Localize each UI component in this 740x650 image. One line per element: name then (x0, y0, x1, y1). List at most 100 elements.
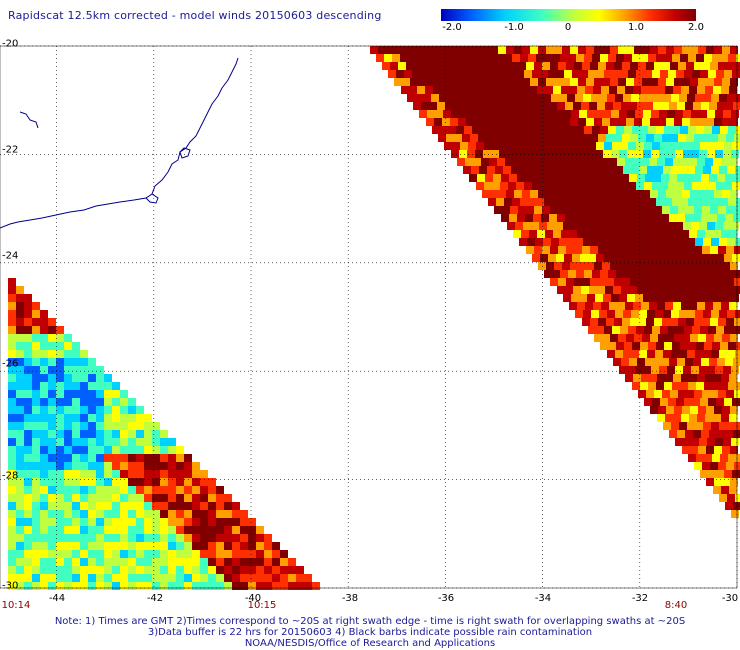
wind-cell (112, 558, 120, 566)
wind-cell (519, 94, 527, 102)
wind-cell (112, 494, 120, 502)
wind-cell (492, 142, 500, 150)
wind-cell (691, 366, 699, 374)
wind-cell (427, 110, 435, 118)
wind-cell (16, 462, 24, 470)
wind-cell (24, 294, 32, 302)
wind-cell (688, 342, 696, 350)
wind-cell (460, 142, 468, 150)
wind-cell (698, 118, 706, 126)
wind-cell (152, 566, 160, 574)
wind-cell (626, 334, 634, 342)
wind-cell (603, 222, 611, 230)
wind-cell (652, 254, 660, 262)
wind-cell (700, 182, 708, 190)
wind-cell (696, 454, 704, 462)
wind-cell (8, 414, 16, 422)
wind-cell (720, 126, 728, 134)
lon-label: -36 (437, 593, 455, 604)
wind-cell (712, 454, 720, 462)
wind-cell (722, 78, 730, 86)
wind-cell (591, 166, 599, 174)
wind-cell (715, 438, 723, 446)
wind-cell (691, 150, 699, 158)
wind-cell (8, 350, 16, 358)
wind-cell (726, 62, 734, 70)
wind-cell (64, 534, 72, 542)
wind-cell (639, 94, 647, 102)
wind-cell (80, 398, 88, 406)
wind-cell (533, 102, 541, 110)
wind-cell (456, 126, 464, 134)
wind-cell (686, 390, 694, 398)
wind-cell (635, 366, 643, 374)
wind-cell (605, 102, 613, 110)
wind-cell (673, 302, 681, 310)
wind-cell (493, 174, 501, 182)
wind-cell (475, 110, 483, 118)
wind-cell (688, 54, 696, 62)
wind-cell (723, 110, 731, 118)
wind-cell (560, 54, 568, 62)
wind-cell (608, 126, 616, 134)
wind-cell (506, 118, 514, 126)
wind-cell (24, 406, 32, 414)
wind-cell (80, 566, 88, 574)
wind-cell (622, 318, 630, 326)
wind-cell (735, 238, 740, 246)
wind-cell (557, 214, 565, 222)
wind-cell (72, 398, 80, 406)
wind-cell (8, 318, 16, 326)
wind-cell (700, 70, 708, 78)
wind-cell (510, 62, 518, 70)
wind-cell (602, 334, 610, 342)
wind-cell (698, 46, 706, 54)
wind-cell (702, 62, 710, 70)
wind-cell (681, 374, 689, 382)
wind-cell (96, 502, 104, 510)
wind-cell (152, 454, 160, 462)
wind-cell (685, 286, 693, 294)
wind-cell (136, 542, 144, 550)
wind-cell (80, 470, 88, 478)
wind-cell (56, 350, 64, 358)
wind-cell (723, 366, 731, 374)
wind-cell (32, 486, 40, 494)
wind-cell (641, 158, 649, 166)
wind-cell (720, 382, 728, 390)
wind-cell (655, 350, 663, 358)
wind-cell (128, 454, 136, 462)
wind-cell (436, 70, 444, 78)
wind-cell (56, 382, 64, 390)
wind-cell (628, 254, 636, 262)
wind-cell (40, 462, 48, 470)
wind-cell (72, 342, 80, 350)
wind-cell (288, 558, 296, 566)
wind-cell (727, 422, 735, 430)
wind-cell (296, 582, 304, 590)
wind-cell (8, 478, 16, 486)
wind-cell (507, 150, 515, 158)
wind-cell (490, 46, 498, 54)
wind-cell (498, 190, 506, 198)
wind-cell (160, 430, 168, 438)
wind-cell (715, 110, 723, 118)
wind-cell (200, 542, 208, 550)
wind-cell (272, 558, 280, 566)
wind-cell (537, 158, 545, 166)
wind-cell (8, 454, 16, 462)
wind-cell (200, 582, 208, 590)
wind-cell (208, 510, 216, 518)
wind-cell (610, 46, 618, 54)
wind-cell (16, 358, 24, 366)
wind-cell (538, 46, 546, 54)
wind-cell (200, 486, 208, 494)
wind-cell (8, 382, 16, 390)
wind-cell (703, 94, 711, 102)
wind-cell (8, 438, 16, 446)
wind-cell (168, 542, 176, 550)
wind-cell (96, 382, 104, 390)
wind-cell (40, 414, 48, 422)
wind-cell (704, 454, 712, 462)
wind-cell (16, 366, 24, 374)
